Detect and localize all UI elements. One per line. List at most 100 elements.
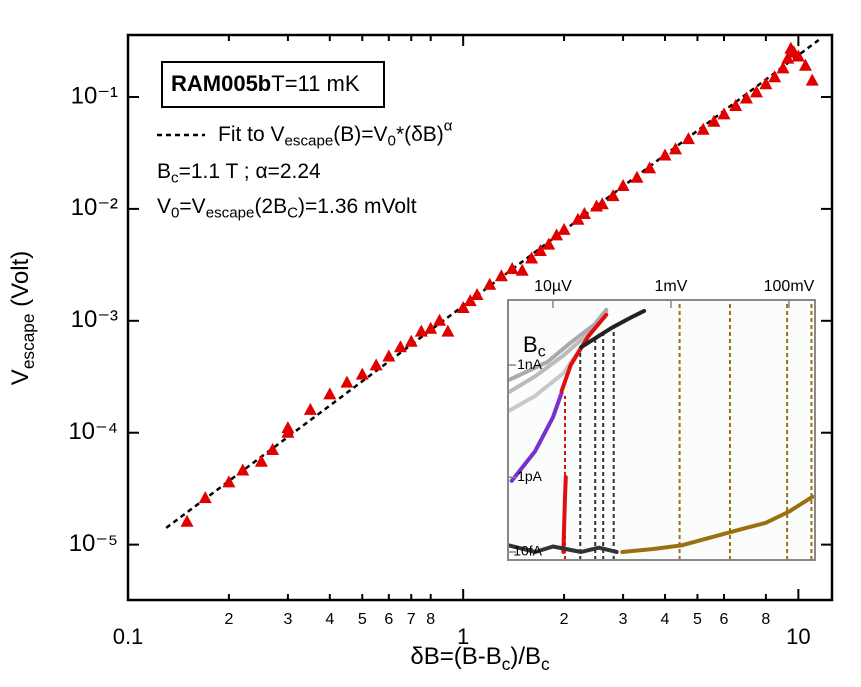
data-point [557,222,571,235]
data-point [781,51,795,64]
text-part: C [287,204,298,221]
data-point [791,49,805,62]
text-part: )/B [510,643,541,670]
annotation: V0=Vescape(2BC)=1.36 mVolt [157,195,417,222]
text-part: δB=(B-B [410,643,501,670]
data-point [483,277,497,290]
text-part: escape [18,313,38,369]
text-part: V [7,369,34,385]
x-tick-label: 5 [358,611,367,628]
data-point [577,207,591,220]
inset-curve [507,307,609,382]
text-part: Fit to V [218,123,285,146]
data-point [776,61,790,74]
data-point [340,375,354,388]
x-tick-label: 8 [761,611,770,628]
inset-y-tick-label: 1nA [517,356,543,372]
data-point [369,358,383,371]
text-part: c [171,169,179,186]
data-point [717,107,731,120]
data-point [393,340,407,353]
y-tick-label: 10⁻² [71,194,118,221]
data-point [515,263,529,276]
data-point [805,73,819,86]
inset-curve [509,390,564,483]
data-point [424,321,438,334]
legend-label: Fit to Vescape(B)=V0*(δB)α [218,118,453,150]
inset-curve [507,543,619,554]
annotation: Bc=1.1 T ; α=2.24 [157,160,321,187]
inset-curve [561,475,568,554]
text-part: 0 [171,204,179,221]
data-point [266,443,280,456]
text-part: V [157,195,171,218]
data-point [525,251,539,264]
x-tick-label: 7 [407,611,416,628]
data-point [463,294,477,307]
text-part: )=1.36 mVolt [298,195,417,218]
text-part: (B)=V [333,123,387,146]
x-tick-label: 6 [384,611,393,628]
x-tick-label: 6 [720,611,729,628]
text-part: c [538,344,546,361]
data-point [696,122,710,135]
data-point [222,475,236,488]
data-point [433,313,447,326]
inset-annotation: Bc [523,332,546,361]
data-point [643,161,657,174]
x-tick-label: 10 [786,624,810,649]
text-part: c [502,654,511,674]
y-tick-label: 10⁻¹ [71,82,118,109]
title-box [161,61,385,108]
text-part: c [541,654,550,674]
data-point [303,402,317,415]
data-point [739,91,753,104]
x-tick-label: 3 [619,611,628,628]
text-part: RAM005b [171,71,271,96]
text-part: (Volt) [7,251,34,314]
y-tick-label: 10⁻³ [71,306,118,333]
text-part: B [523,332,538,357]
x-tick-label: 2 [560,611,569,628]
inset-background [508,300,815,560]
y-tick-label: 10⁻⁴ [68,418,118,445]
inset-x-tick-label: 100mV [764,278,815,295]
data-point [542,237,556,250]
data-point [550,228,564,241]
data-point [768,70,782,83]
inset-curve [559,312,609,394]
text-part: =1.1 T ; α=2.24 [179,160,321,183]
y-axis-label: Vescape (Volt) [7,251,37,385]
data-point [382,349,396,362]
x-axis-label: δB=(B-Bc)/Bc [410,643,550,673]
data-point [759,77,773,90]
data-point [729,99,743,112]
text-part: T=11 mK [271,71,360,96]
chart-title: RAM005bT=11 mK [171,71,360,96]
text-part: *(δB) [396,123,444,146]
inset-frame [507,299,816,561]
x-tick-label: 5 [693,611,702,628]
data-point [494,269,508,282]
inset-y-tick-label: 1pA [517,468,543,484]
data-point [707,114,721,127]
inset-curve [620,494,815,554]
data-point [254,454,268,467]
inset-x-tick-label: 10µV [534,278,572,295]
data-point [749,85,763,98]
data-point [606,189,620,202]
data-point [456,301,470,314]
data-point [236,463,250,476]
x-tick-label: 3 [283,611,292,628]
x-tick-label: 1 [457,624,469,649]
inset-x-tick-label: 1mV [655,278,688,295]
text-part: α [444,118,453,135]
data-point [616,179,630,192]
data-point [669,142,683,155]
data-point [281,425,295,438]
data-point [571,212,585,225]
text-part: escape [285,132,334,149]
x-tick-label: 4 [661,611,670,628]
inset-curve [579,308,647,350]
y-tick-label: 10⁻⁵ [69,530,118,557]
